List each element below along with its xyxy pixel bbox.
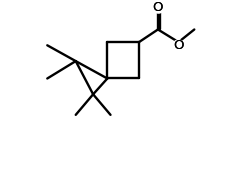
Text: O: O	[153, 1, 163, 14]
Text: O: O	[173, 39, 184, 52]
Text: O: O	[153, 1, 163, 14]
Text: O: O	[173, 39, 184, 52]
